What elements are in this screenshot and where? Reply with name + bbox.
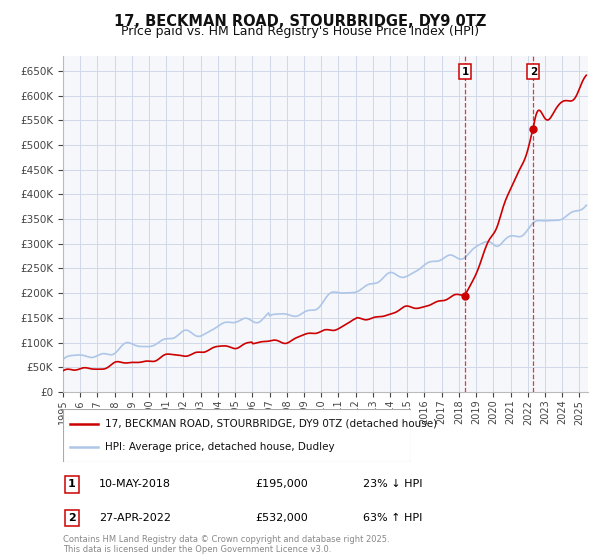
FancyBboxPatch shape xyxy=(63,409,411,462)
Text: 10-MAY-2018: 10-MAY-2018 xyxy=(99,479,171,489)
Text: 1: 1 xyxy=(461,67,469,77)
Text: 17, BECKMAN ROAD, STOURBRIDGE, DY9 0TZ (detached house): 17, BECKMAN ROAD, STOURBRIDGE, DY9 0TZ (… xyxy=(105,419,437,429)
Text: 27-APR-2022: 27-APR-2022 xyxy=(99,513,171,523)
Text: £532,000: £532,000 xyxy=(255,513,308,523)
Text: 63% ↑ HPI: 63% ↑ HPI xyxy=(363,513,422,523)
Text: 2: 2 xyxy=(68,513,76,523)
Text: 1: 1 xyxy=(68,479,76,489)
Text: HPI: Average price, detached house, Dudley: HPI: Average price, detached house, Dudl… xyxy=(105,442,334,452)
Text: Contains HM Land Registry data © Crown copyright and database right 2025.
This d: Contains HM Land Registry data © Crown c… xyxy=(63,535,389,554)
Text: 2: 2 xyxy=(530,67,537,77)
Text: Price paid vs. HM Land Registry's House Price Index (HPI): Price paid vs. HM Land Registry's House … xyxy=(121,25,479,38)
Text: 23% ↓ HPI: 23% ↓ HPI xyxy=(363,479,422,489)
Text: £195,000: £195,000 xyxy=(255,479,308,489)
Text: 17, BECKMAN ROAD, STOURBRIDGE, DY9 0TZ: 17, BECKMAN ROAD, STOURBRIDGE, DY9 0TZ xyxy=(114,14,486,29)
